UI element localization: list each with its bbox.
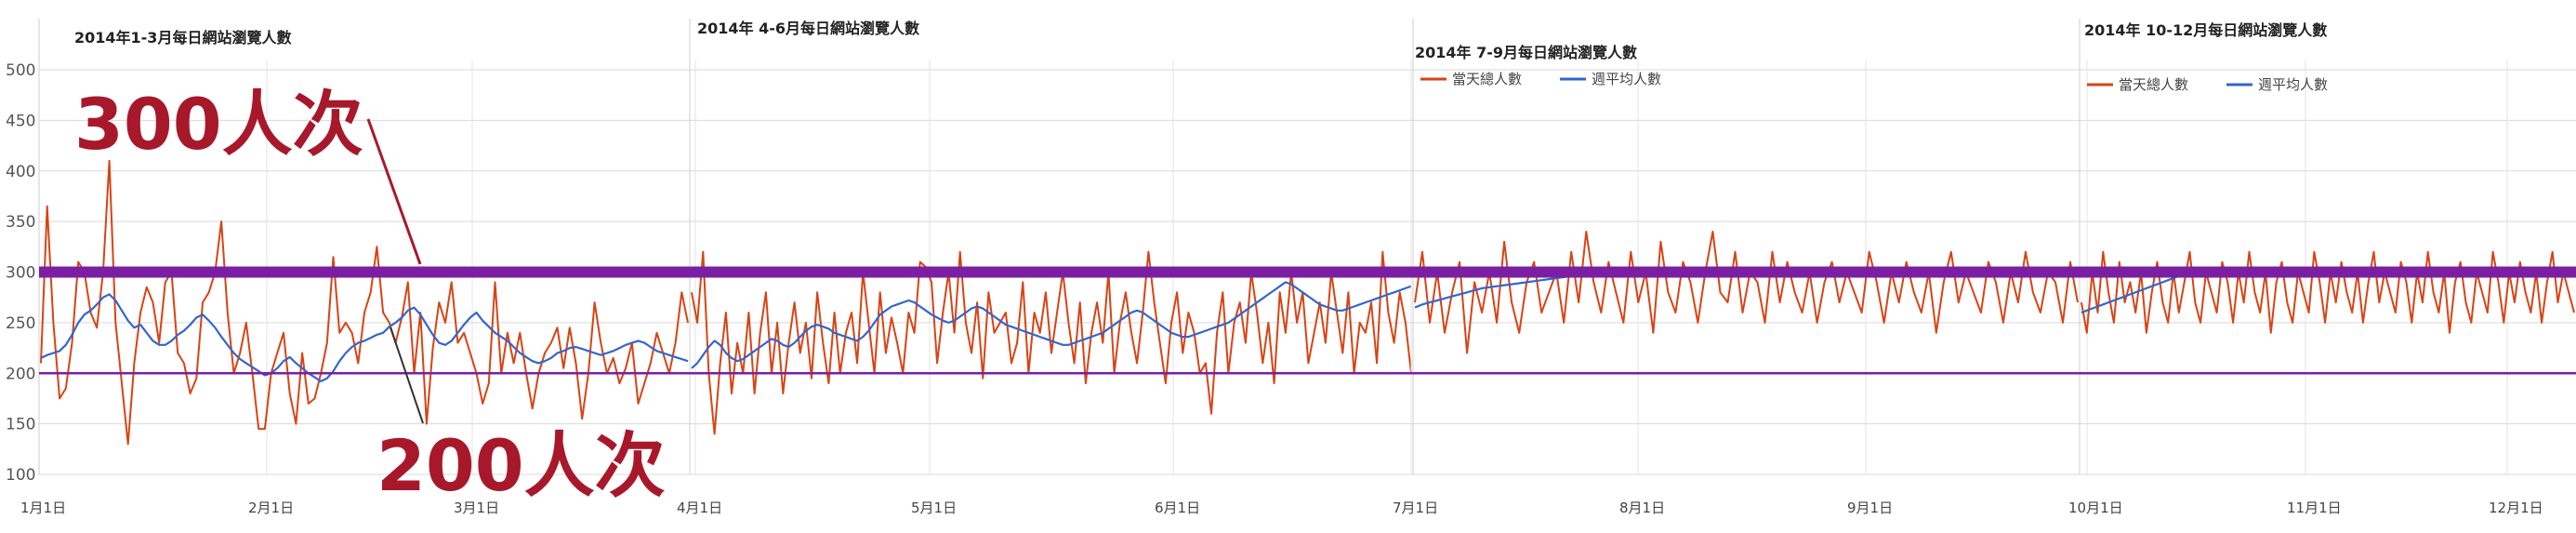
weekly-average-line <box>691 281 1412 369</box>
y-tick-label: 400 <box>6 163 35 181</box>
legend-entry: 週平均人數 <box>1592 71 1661 87</box>
y-tick-label: 150 <box>6 416 35 434</box>
lower-label-pointer <box>390 326 424 424</box>
legend-entry: 當天總人數 <box>1452 71 1522 87</box>
chart-title: 2014年 4-6月每日網站瀏覽人數 <box>697 20 919 37</box>
x-tick-label: 3月1日 <box>454 500 499 516</box>
daily-visitors-line <box>691 250 1412 435</box>
x-tick-label: 10月1日 <box>2068 500 2123 516</box>
y-tick-label: 300 <box>6 264 35 283</box>
y-tick-label: 250 <box>6 314 35 333</box>
x-tick-label: 2月1日 <box>248 500 294 516</box>
upper-annotation-label: 300人次 <box>74 83 363 166</box>
x-tick-label: 12月1日 <box>2489 500 2543 516</box>
y-tick-label: 450 <box>6 112 35 130</box>
x-tick-label: 7月1日 <box>1393 500 1438 516</box>
y-tick-label: 100 <box>6 466 35 485</box>
legend-entry: 週平均人數 <box>2258 76 2328 93</box>
x-tick-label: 1月1日 <box>20 500 66 516</box>
daily-visitors-line <box>1414 231 2079 354</box>
y-tick-label: 200 <box>6 365 35 383</box>
daily-visitors-line <box>40 159 689 446</box>
x-tick-label: 6月1日 <box>1155 500 1200 516</box>
chart-title: 2014年 7-9月每日網站瀏覽人數 <box>1415 44 1637 61</box>
weekly-average-line <box>40 293 689 382</box>
chart-title: 2014年1-3月每日網站瀏覽人數 <box>74 29 291 47</box>
daily-visitors-line <box>2081 250 2575 334</box>
upper-label-pointer <box>366 118 422 265</box>
x-tick-label: 4月1日 <box>677 500 722 516</box>
x-tick-label: 5月1日 <box>911 500 957 516</box>
y-tick-label: 500 <box>6 61 35 80</box>
lower-annotation-label: 200人次 <box>376 424 666 507</box>
y-tick-label: 350 <box>6 213 35 232</box>
legend-entry: 當天總人數 <box>2119 76 2188 93</box>
x-tick-label: 8月1日 <box>1619 500 1665 516</box>
x-tick-label: 11月1日 <box>2287 500 2342 516</box>
x-tick-label: 9月1日 <box>1847 500 1893 516</box>
chart-title: 2014年 10-12月每日網站瀏覽人數 <box>2084 21 2327 39</box>
